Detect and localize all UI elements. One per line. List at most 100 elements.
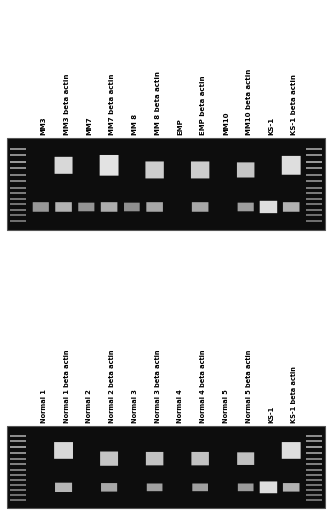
FancyBboxPatch shape xyxy=(192,202,208,212)
Text: KS-1: KS-1 xyxy=(269,406,275,423)
FancyBboxPatch shape xyxy=(100,452,118,466)
Bar xyxy=(10,161,26,162)
Bar xyxy=(306,494,322,496)
FancyBboxPatch shape xyxy=(78,203,94,211)
Text: Normal 5: Normal 5 xyxy=(223,389,229,423)
Bar xyxy=(306,489,322,491)
Bar xyxy=(10,167,26,169)
Bar xyxy=(10,494,26,496)
Bar xyxy=(10,148,26,150)
FancyBboxPatch shape xyxy=(192,484,208,491)
Bar xyxy=(10,446,26,448)
Bar xyxy=(10,180,26,182)
Text: EMP beta actin: EMP beta actin xyxy=(200,76,206,135)
FancyBboxPatch shape xyxy=(283,202,299,212)
Text: EMP: EMP xyxy=(177,118,183,135)
Text: Normal 4: Normal 4 xyxy=(177,389,183,423)
Text: MM10: MM10 xyxy=(223,112,229,135)
Bar xyxy=(306,220,322,222)
Text: MM3 beta actin: MM3 beta actin xyxy=(63,74,70,135)
Bar xyxy=(10,192,26,194)
Text: KS-1 beta actin: KS-1 beta actin xyxy=(291,74,297,135)
Bar xyxy=(10,479,26,481)
Bar xyxy=(306,435,322,437)
Bar xyxy=(306,474,322,476)
Text: Normal 5 beta actin: Normal 5 beta actin xyxy=(246,350,252,423)
Bar xyxy=(10,441,26,442)
FancyBboxPatch shape xyxy=(55,482,72,492)
Bar xyxy=(10,463,26,466)
Bar xyxy=(306,203,322,205)
Bar xyxy=(10,154,26,156)
Bar xyxy=(10,435,26,437)
FancyBboxPatch shape xyxy=(101,202,118,212)
FancyBboxPatch shape xyxy=(237,452,254,465)
Bar xyxy=(306,484,322,486)
Text: KS-1 beta actin: KS-1 beta actin xyxy=(291,366,297,423)
Bar xyxy=(306,154,322,156)
Bar xyxy=(10,203,26,205)
Bar xyxy=(306,198,322,199)
Text: Normal 1: Normal 1 xyxy=(41,389,47,423)
Bar xyxy=(306,499,322,500)
Bar xyxy=(10,484,26,486)
Bar xyxy=(10,499,26,500)
Bar xyxy=(306,174,322,176)
FancyBboxPatch shape xyxy=(54,157,72,174)
FancyBboxPatch shape xyxy=(101,483,117,491)
Text: MM7 beta actin: MM7 beta actin xyxy=(109,74,115,135)
Bar xyxy=(10,474,26,476)
Bar xyxy=(306,441,322,442)
FancyBboxPatch shape xyxy=(55,202,72,212)
Text: KS-1: KS-1 xyxy=(269,117,275,135)
FancyBboxPatch shape xyxy=(282,442,301,459)
FancyBboxPatch shape xyxy=(54,442,73,459)
Bar xyxy=(306,209,322,211)
Bar xyxy=(10,452,26,454)
FancyBboxPatch shape xyxy=(237,162,254,178)
Bar xyxy=(306,452,322,454)
Bar xyxy=(10,489,26,491)
Bar xyxy=(10,469,26,471)
Bar xyxy=(306,180,322,182)
Bar xyxy=(10,214,26,216)
Bar xyxy=(7,426,325,508)
FancyBboxPatch shape xyxy=(100,155,119,176)
FancyBboxPatch shape xyxy=(191,452,209,466)
FancyBboxPatch shape xyxy=(238,203,254,211)
Text: Normal 3: Normal 3 xyxy=(132,389,138,423)
FancyBboxPatch shape xyxy=(145,161,164,178)
Bar xyxy=(10,209,26,211)
FancyBboxPatch shape xyxy=(191,161,209,178)
Bar xyxy=(10,198,26,199)
Bar xyxy=(306,469,322,471)
Text: Normal 3 beta actin: Normal 3 beta actin xyxy=(155,350,161,423)
Text: MM 8: MM 8 xyxy=(132,114,138,135)
Bar xyxy=(10,174,26,176)
FancyBboxPatch shape xyxy=(124,203,140,211)
FancyBboxPatch shape xyxy=(147,484,162,491)
Bar xyxy=(10,458,26,460)
Bar xyxy=(306,192,322,194)
Text: MM7: MM7 xyxy=(86,116,92,135)
Bar xyxy=(306,214,322,216)
FancyBboxPatch shape xyxy=(260,201,277,213)
Bar xyxy=(306,187,322,188)
FancyBboxPatch shape xyxy=(146,452,163,466)
Bar xyxy=(306,161,322,162)
Bar xyxy=(306,167,322,169)
Bar xyxy=(306,446,322,448)
FancyBboxPatch shape xyxy=(146,202,163,212)
Bar xyxy=(306,463,322,466)
Text: Normal 4 beta actin: Normal 4 beta actin xyxy=(200,350,206,423)
FancyBboxPatch shape xyxy=(238,484,254,491)
Text: Normal 2 beta actin: Normal 2 beta actin xyxy=(109,350,115,423)
Bar xyxy=(306,458,322,460)
Text: MM10 beta actin: MM10 beta actin xyxy=(246,69,252,135)
Text: Normal 1 beta actin: Normal 1 beta actin xyxy=(63,350,70,423)
Bar xyxy=(10,220,26,222)
FancyBboxPatch shape xyxy=(33,202,49,212)
FancyBboxPatch shape xyxy=(282,156,301,175)
Bar xyxy=(306,479,322,481)
Text: MM3: MM3 xyxy=(41,116,47,135)
